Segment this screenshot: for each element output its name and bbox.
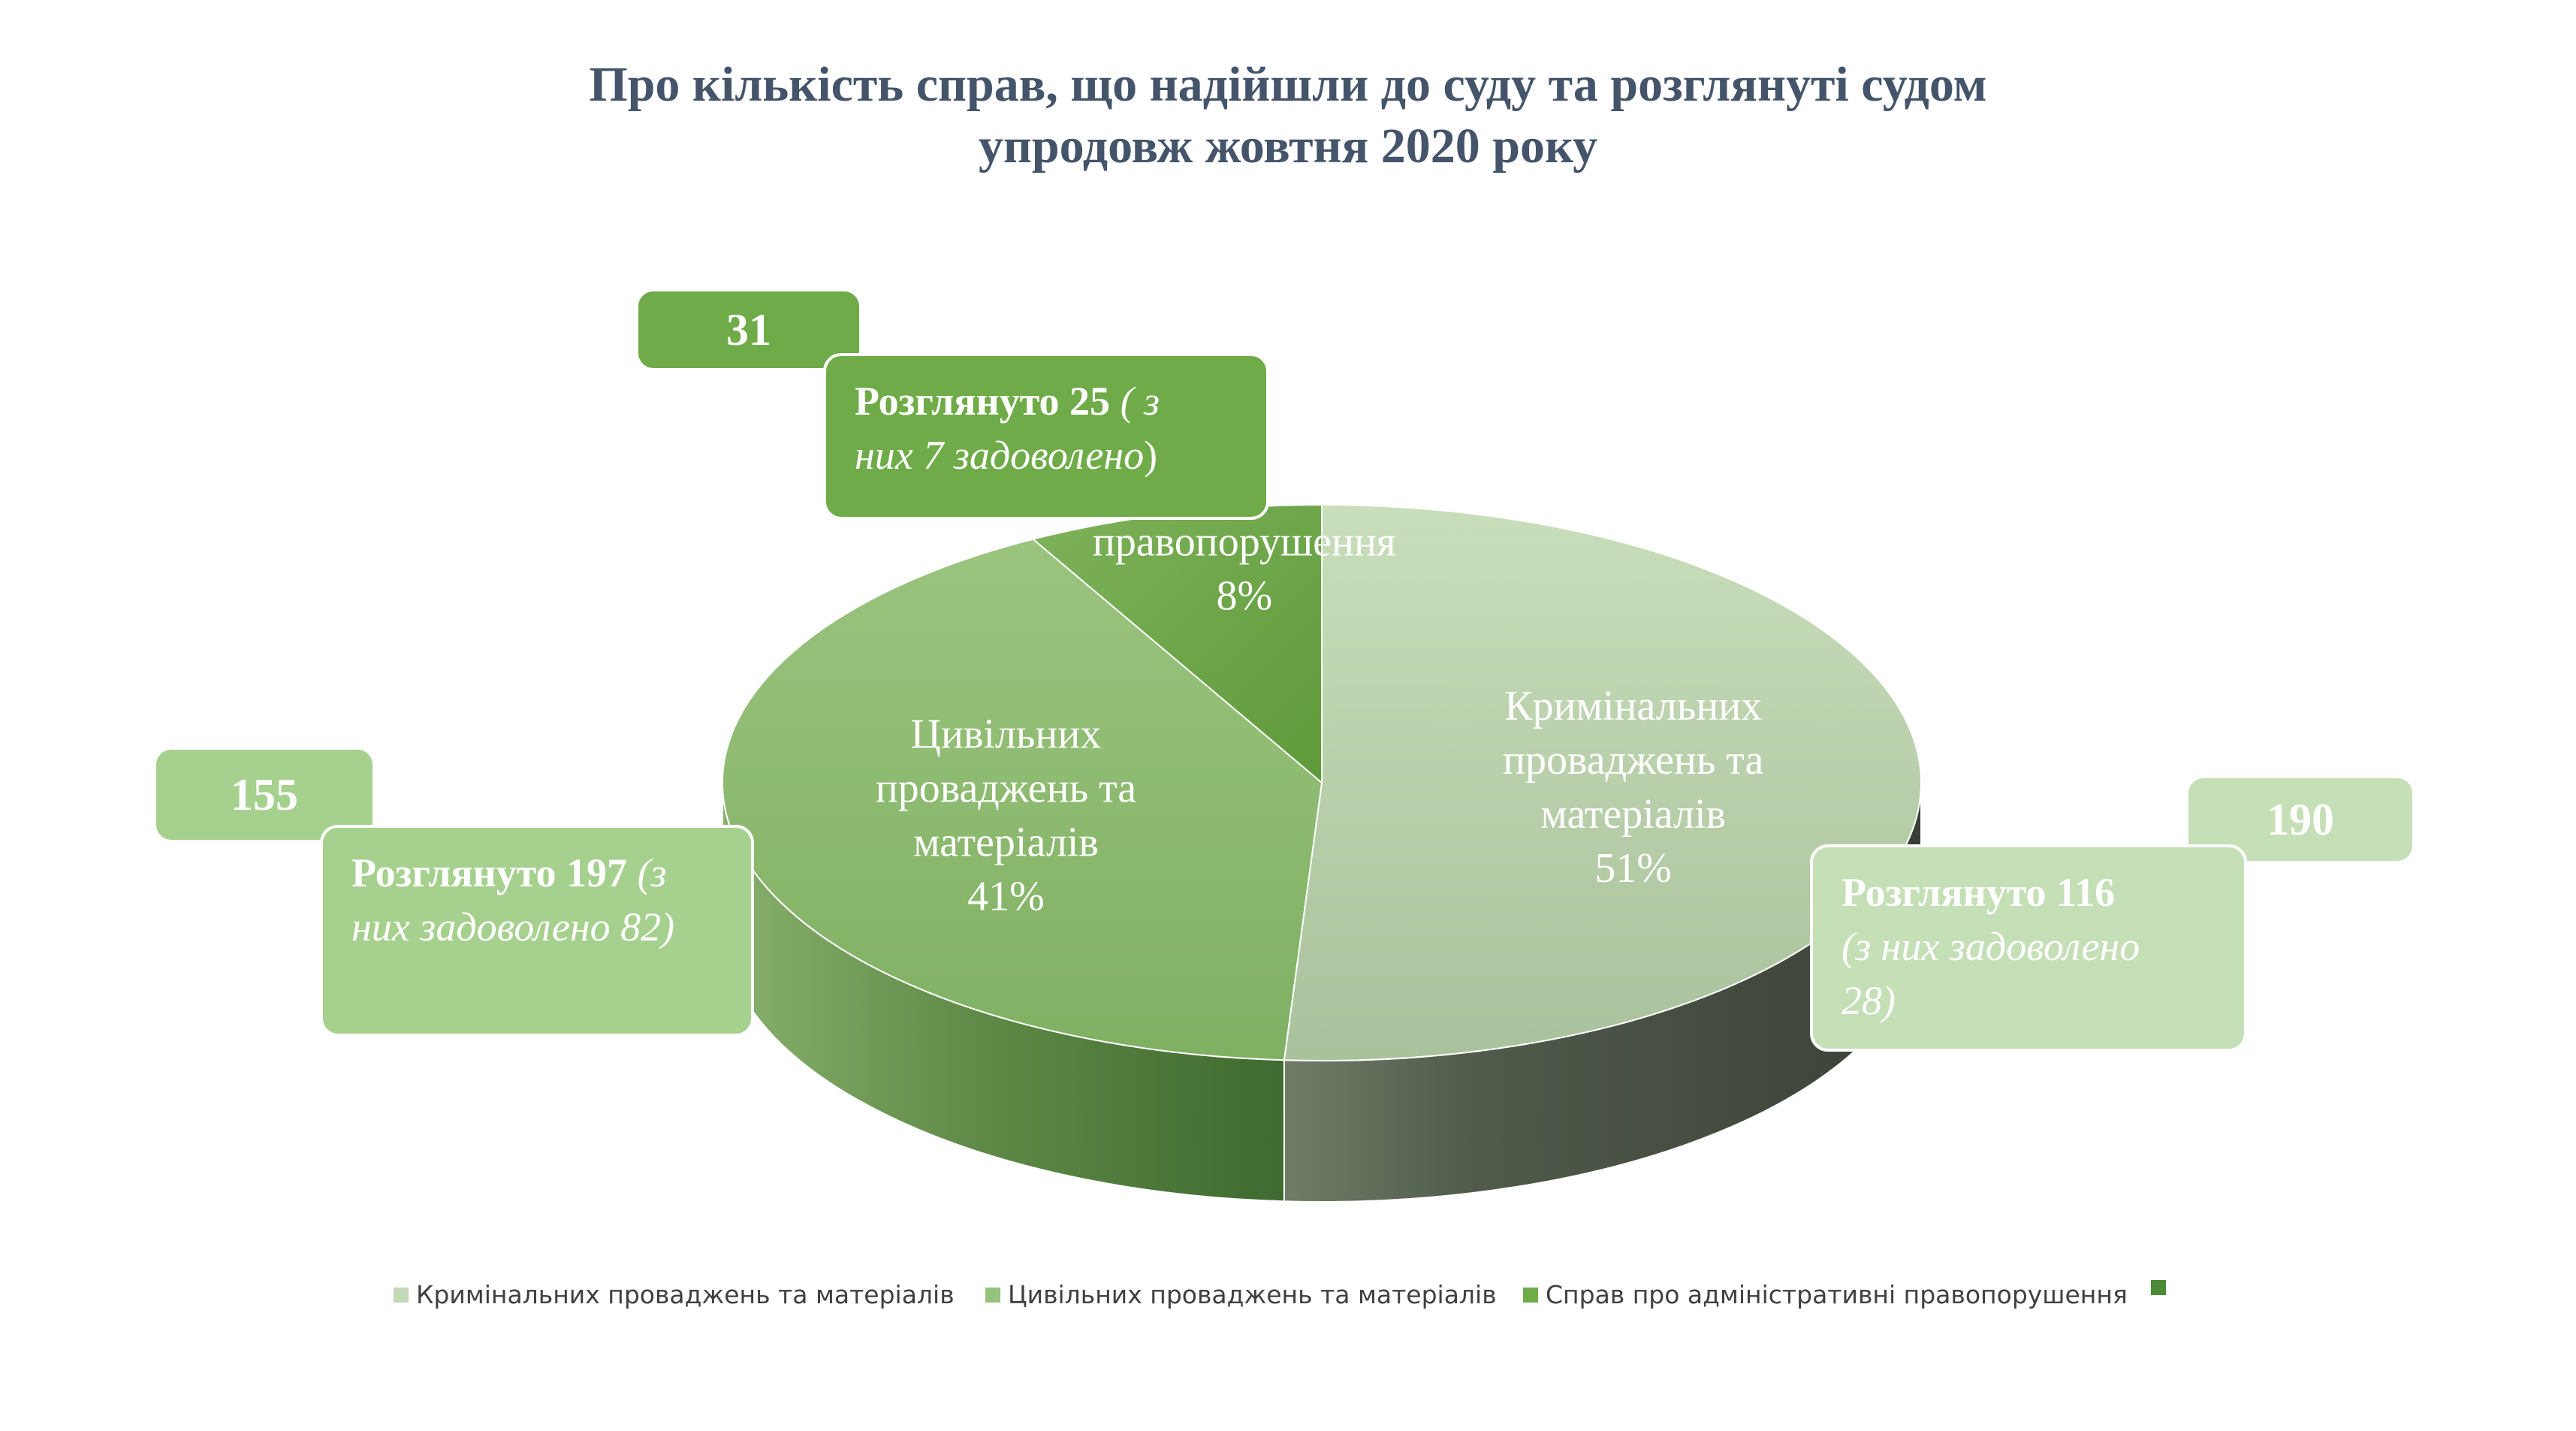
legend-label-admin: Справ про адміністративні правопорушення — [1546, 1280, 2128, 1309]
criminal-received-count-box: 190 — [2185, 775, 2415, 864]
admin-reviewed-callout: Розглянуто 25 ( з них 7 задоволено) — [823, 353, 1269, 520]
legend-swatch-blank — [2151, 1280, 2166, 1295]
pie-category-label-civil: Цивільних — [911, 711, 1102, 758]
admin-reviewed-label: Розглянуто 25 — [855, 379, 1111, 424]
pie-percent-civil: 41% — [967, 874, 1045, 920]
criminal-reviewed-detail-2: 28) — [1842, 978, 1896, 1023]
legend-swatch-criminal — [394, 1287, 409, 1303]
legend-swatch-civil — [985, 1287, 1000, 1303]
admin-reviewed-close: ) — [1144, 433, 1158, 478]
pie-category-label-criminal: проваджень та — [1503, 737, 1763, 783]
legend-item-admin: Справ про адміністративні правопорушення — [1523, 1280, 2128, 1309]
admin-reviewed-detail: них 7 задоволено — [855, 433, 1145, 478]
criminal-reviewed-label: Розглянуто 116 — [1842, 870, 2116, 915]
pie-category-label-civil: проваджень та — [876, 765, 1136, 812]
civil-reviewed-detail: них задоволено 82) — [351, 904, 675, 949]
legend-item-civil: Цивільних проваджень та матеріалів — [985, 1280, 1497, 1309]
legend-label-civil: Цивільних проваджень та матеріалів — [1008, 1280, 1497, 1309]
criminal-received-count: 190 — [2267, 794, 2334, 844]
civil-reviewed-callout: Розглянуто 197 (з них задоволено 82) — [320, 825, 754, 1037]
civil-reviewed-suffix: (з — [627, 850, 667, 895]
admin-reviewed-suffix: ( з — [1110, 379, 1160, 424]
pie-category-label-criminal: Кримінальних — [1504, 683, 1762, 729]
admin-received-count: 31 — [726, 304, 771, 355]
chart-title-line-1: Про кількість справ, що надійшли до суду… — [589, 57, 1987, 112]
legend-item-blank — [2151, 1280, 2173, 1295]
pie-slice-criminal — [1283, 503, 1922, 1061]
legend-swatch-admin — [1523, 1287, 1538, 1303]
pie-category-label-criminal: матеріалів — [1540, 791, 1726, 838]
pie-percent-criminal: 51% — [1594, 845, 1672, 892]
legend-label-criminal: Кримінальних проваджень та матеріалів — [416, 1280, 955, 1309]
pie-percent-admin: 8% — [1216, 573, 1272, 620]
criminal-reviewed-detail-1: (з них задоволено — [1842, 924, 2140, 969]
civil-reviewed-label: Розглянуто 197 — [351, 850, 628, 895]
civil-received-count: 155 — [231, 769, 298, 820]
pie-category-label-admin: правопорушення — [1093, 519, 1396, 566]
chart-legend: Кримінальних проваджень та матеріалів Ци… — [0, 1280, 2576, 1325]
criminal-reviewed-callout: Розглянуто 116 (з них задоволено 28) — [1810, 844, 2247, 1052]
pie-category-label-civil: матеріалів — [913, 820, 1099, 866]
legend-item-criminal: Кримінальних проваджень та матеріалів — [394, 1280, 955, 1309]
admin-received-count-box: 31 — [635, 288, 862, 371]
chart-title-line-2: упродовж жовтня 2020 року — [978, 119, 1598, 174]
